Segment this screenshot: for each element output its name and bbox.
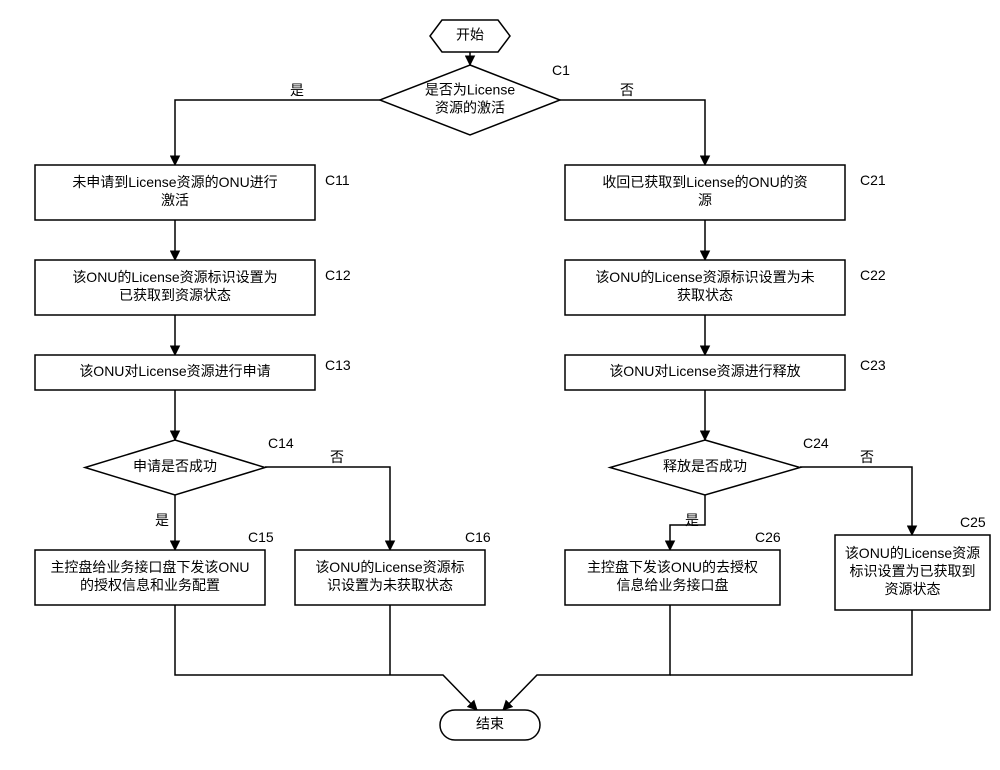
node-c1-text-1: 资源的激活 (435, 100, 505, 116)
node-c22-text-1: 获取状态 (677, 287, 733, 303)
edge-label-c1-right: 否 (620, 82, 634, 98)
node-c25-text-2: 资源状态 (885, 581, 941, 597)
edge-c14-c16 (265, 467, 390, 550)
edge-c25-end (670, 610, 912, 675)
node-c1-text-0: 是否为License (425, 82, 515, 98)
node-c12-text-0: 该ONU的License资源标识设置为 (72, 269, 277, 285)
edge-label-c14-c16: 否 (330, 449, 344, 465)
node-c26-text-1: 信息给业务接口盘 (617, 577, 729, 593)
label-c13: C13 (325, 357, 351, 373)
node-c11-text-1: 激活 (161, 192, 189, 208)
label-c1: C1 (552, 62, 570, 78)
edge-label-c24-c25: 否 (860, 449, 874, 465)
edge-c1-left (175, 100, 380, 165)
node-c21-text-1: 源 (698, 192, 712, 208)
node-c22-text-0: 该ONU的License资源标识设置为未 (595, 269, 814, 285)
label-c23: C23 (860, 357, 886, 373)
label-c14: C14 (268, 435, 294, 451)
label-c21: C21 (860, 172, 886, 188)
node-c23-text-0: 该ONU对License资源进行释放 (609, 363, 800, 379)
node-c12-text-1: 已获取到资源状态 (119, 287, 231, 303)
flowchart: 是否是否是否开始结束是否为License资源的激活未申请到License资源的O… (10, 10, 1000, 760)
edge-label-c1-left: 是 (290, 82, 304, 98)
node-c24-text-0: 释放是否成功 (663, 458, 747, 474)
node-c13-text-0: 该ONU对License资源进行申请 (79, 363, 270, 379)
label-c25: C25 (960, 514, 986, 530)
node-c11-text-0: 未申请到License资源的ONU进行 (72, 174, 277, 190)
edge-c24-c25 (800, 467, 912, 535)
edge-label-c14-c15: 是 (155, 512, 169, 528)
node-c15-text-0: 主控盘给业务接口盘下发该ONU (50, 559, 249, 575)
node-c25-text-0: 该ONU的License资源 (845, 545, 980, 561)
edge-c26-end (503, 605, 670, 710)
label-c15: C15 (248, 529, 274, 545)
label-c24: C24 (803, 435, 829, 451)
label-c16: C16 (465, 529, 491, 545)
node-c15-text-1: 的授权信息和业务配置 (80, 577, 220, 593)
node-c21-text-0: 收回已获取到License的ONU的资 (602, 174, 807, 190)
node-c16-text-1: 识设置为未获取状态 (327, 577, 453, 593)
label-c12: C12 (325, 267, 351, 283)
edge-c15-end (175, 605, 477, 710)
label-c11: C11 (325, 172, 350, 188)
label-c22: C22 (860, 267, 886, 283)
node-start-text-0: 开始 (456, 27, 484, 43)
label-c26: C26 (755, 529, 781, 545)
node-c25-text-1: 标识设置为已获取到 (850, 563, 976, 579)
node-c26-text-0: 主控盘下发该ONU的去授权 (587, 559, 758, 575)
edge-label-c24-c26: 是 (685, 512, 699, 528)
node-c14-text-0: 申请是否成功 (133, 458, 217, 474)
edge-c1-right (560, 100, 705, 165)
node-end-text-0: 结束 (476, 716, 504, 732)
node-c16-text-0: 该ONU的License资源标 (315, 559, 464, 575)
